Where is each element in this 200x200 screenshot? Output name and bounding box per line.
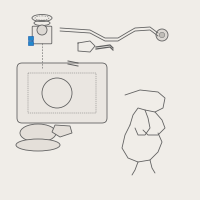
Bar	[28, 73, 96, 113]
Ellipse shape	[20, 124, 56, 142]
Circle shape	[159, 32, 165, 38]
Bar	[28, 36, 33, 40]
FancyBboxPatch shape	[32, 26, 52, 44]
Polygon shape	[52, 125, 72, 137]
FancyBboxPatch shape	[17, 63, 107, 123]
Circle shape	[156, 29, 168, 41]
Bar	[28, 41, 33, 45]
Circle shape	[37, 25, 47, 35]
Ellipse shape	[16, 139, 60, 151]
